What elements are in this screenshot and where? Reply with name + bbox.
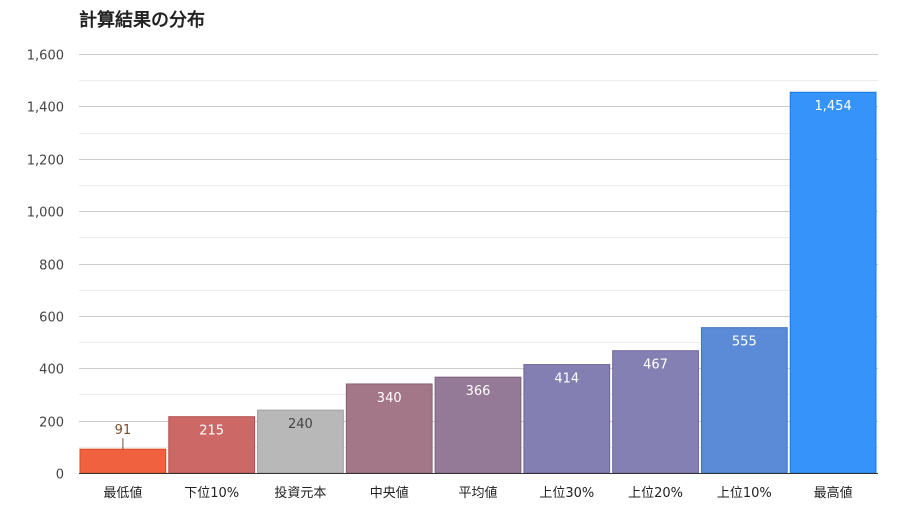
- data-label-5: 366: [466, 384, 491, 399]
- bar-1: [79, 448, 167, 474]
- bar-9: [789, 91, 877, 474]
- data-label-4: 340: [377, 391, 402, 406]
- y-tick-label: 400: [39, 363, 64, 378]
- x-tick-label: 上位30%: [539, 486, 594, 501]
- y-tick-label: 1,000: [27, 206, 64, 221]
- y-tick-label: 200: [39, 416, 64, 431]
- x-tick-label: 投資元本: [274, 485, 326, 501]
- bars: 91 215 240 340 366 414 467 555 1,454: [79, 91, 877, 474]
- y-axis: 0 200 400 600 800 1,000 1,200 1,400 1,600: [27, 49, 64, 483]
- bar-8: [700, 327, 788, 474]
- data-label-2: 215: [199, 424, 224, 439]
- data-label-9: 1,454: [815, 99, 852, 114]
- y-tick-label: 1,400: [27, 101, 64, 116]
- bar-4: [345, 383, 433, 474]
- x-tick-label: 最高値: [814, 485, 853, 501]
- y-tick-label: 1,600: [27, 49, 64, 64]
- data-label-8: 555: [732, 335, 757, 350]
- x-tick-label: 平均値: [458, 485, 497, 501]
- data-label-7: 467: [643, 358, 668, 373]
- data-label-1: 91: [115, 423, 132, 438]
- data-label-6: 414: [554, 372, 579, 387]
- bar-3: [257, 409, 344, 474]
- bar-5: [434, 376, 522, 474]
- y-tick-label: 1,200: [27, 154, 64, 169]
- y-tick-label: 0: [56, 468, 64, 483]
- x-tick-label: 最低値: [103, 485, 142, 501]
- data-label-3: 240: [288, 417, 313, 432]
- x-tick-label: 上位20%: [628, 486, 683, 501]
- bar-6: [523, 364, 611, 474]
- x-tick-label: 中央値: [370, 485, 409, 501]
- x-tick-label: 上位10%: [717, 486, 772, 501]
- y-tick-label: 600: [39, 311, 64, 326]
- y-tick-label: 800: [39, 259, 64, 274]
- x-axis: 最低値 下位10% 投資元本 中央値 平均値 上位30% 上位20% 上位10% 最高値: [79, 473, 878, 501]
- chart-title: 計算結果の分布: [79, 10, 205, 31]
- x-tick-label: 下位10%: [184, 486, 239, 501]
- bar-7: [612, 350, 699, 474]
